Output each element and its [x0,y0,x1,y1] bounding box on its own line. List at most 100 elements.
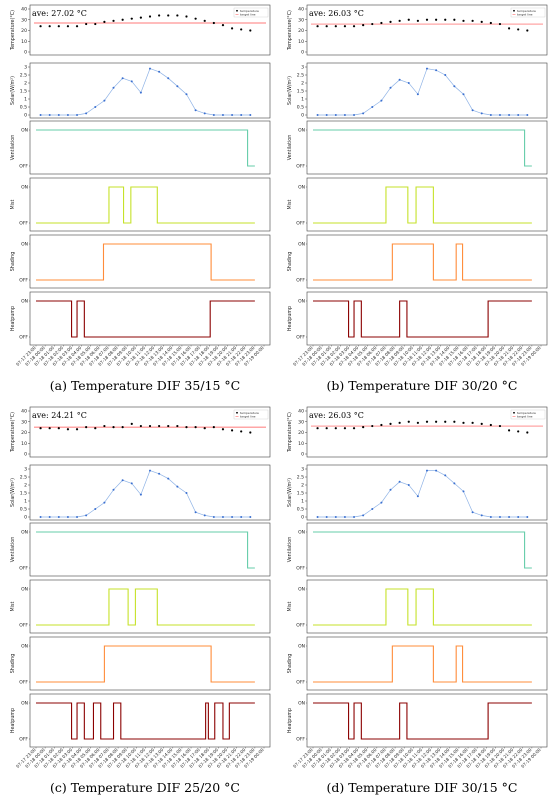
y-tick-label: 0 [24,113,27,119]
solar-point [353,114,356,116]
y-tick-label: 1 [301,97,304,103]
solar-point [94,508,97,510]
temperature-point [112,426,115,429]
y-tick-label: 0 [24,515,27,521]
subplot-solar: 0 0.5 1 1.5 2 2.5 3 Solar(W/m²) [287,464,548,521]
subplot-frame [306,522,548,577]
legend-marker-temperature [513,9,515,12]
solar-point [48,114,51,116]
temperature-point [203,427,206,430]
solar-point [139,493,142,496]
temperature-point [425,18,429,21]
subplot-frame [306,4,548,56]
solar-point [462,93,465,96]
solar-line [317,68,528,116]
off-label: OFF [296,335,305,341]
solar-point [325,516,328,518]
heatpump-signal [36,300,255,338]
temperature-point [407,420,410,423]
off-label: OFF [19,164,28,170]
subplot-frame [306,120,548,175]
solar-point [167,77,170,80]
solar-point [185,93,188,96]
temperature-point [75,25,79,28]
off-label: OFF [296,221,305,227]
temperature-point [526,431,529,434]
legend-marker-temperature [236,9,238,12]
solar-point [103,99,106,102]
temperature-point [130,422,133,425]
y-tick-label: 40 [298,409,304,415]
y-axis-label: Heatpump [287,708,293,733]
off-label: OFF [19,566,28,572]
solar-point [517,516,520,518]
y-tick-label: 3 [24,65,27,71]
solar-point [471,109,474,112]
y-tick-label: 2 [24,81,27,87]
solar-point [103,501,106,504]
subplot-frame [29,120,271,175]
temperature-point [380,423,383,427]
off-label: OFF [296,164,305,170]
temperature-point [380,21,383,25]
solar-point [231,516,234,518]
temperature-point [94,22,97,26]
legend-label-temperature: temperature [517,411,536,415]
solar-point [426,469,428,472]
y-axis-label: Ventilation [10,537,16,563]
solar-point [407,82,410,84]
legend-label-target: target line [240,415,256,419]
y-tick-label: 1 [301,499,304,505]
solar-point [426,67,428,70]
temperature-point [343,427,347,430]
solar-point [489,516,492,518]
solar-point [194,511,197,514]
solar-point [57,114,60,116]
y-tick-label: 1 [24,97,27,103]
solar-point [139,91,142,94]
temperature-point [121,426,124,429]
legend [510,7,546,18]
temperature-point [352,427,356,430]
y-tick-label: 1.5 [20,89,27,95]
solar-point [194,109,197,112]
y-tick-label: 2.5 [20,73,27,79]
temperature-point [230,429,234,432]
on-label: ON [21,299,28,305]
temperature-point [103,424,106,428]
y-tick-label: 10 [21,441,27,447]
solar-point [380,501,383,504]
temperature-point [362,426,365,429]
solar-point [480,514,483,517]
solar-point [66,516,69,518]
shading-signal [313,243,532,281]
temperature-point [453,420,456,423]
temperature-point [121,18,124,21]
solar-point [57,516,60,518]
on-label: ON [298,242,305,248]
solar-point [167,477,170,480]
temperature-point [453,18,456,21]
legend-label-temperature: temperature [517,9,536,13]
y-tick-label: 10 [21,39,27,45]
off-label: OFF [19,623,28,629]
temperature-point [489,21,492,25]
solar-point [508,114,511,116]
y-tick-label: 0.5 [20,507,27,513]
solar-point [221,114,224,116]
y-tick-label: 2 [301,81,304,87]
temperature-point [112,19,115,22]
temperature-point [85,22,88,26]
y-tick-label: 40 [298,7,304,13]
temperature-point [471,19,474,22]
solar-point [462,490,465,493]
on-label: ON [298,587,305,593]
temperature-point [517,28,520,31]
solar-point [76,114,79,116]
solar-point [316,114,319,116]
off-label: OFF [296,278,305,284]
